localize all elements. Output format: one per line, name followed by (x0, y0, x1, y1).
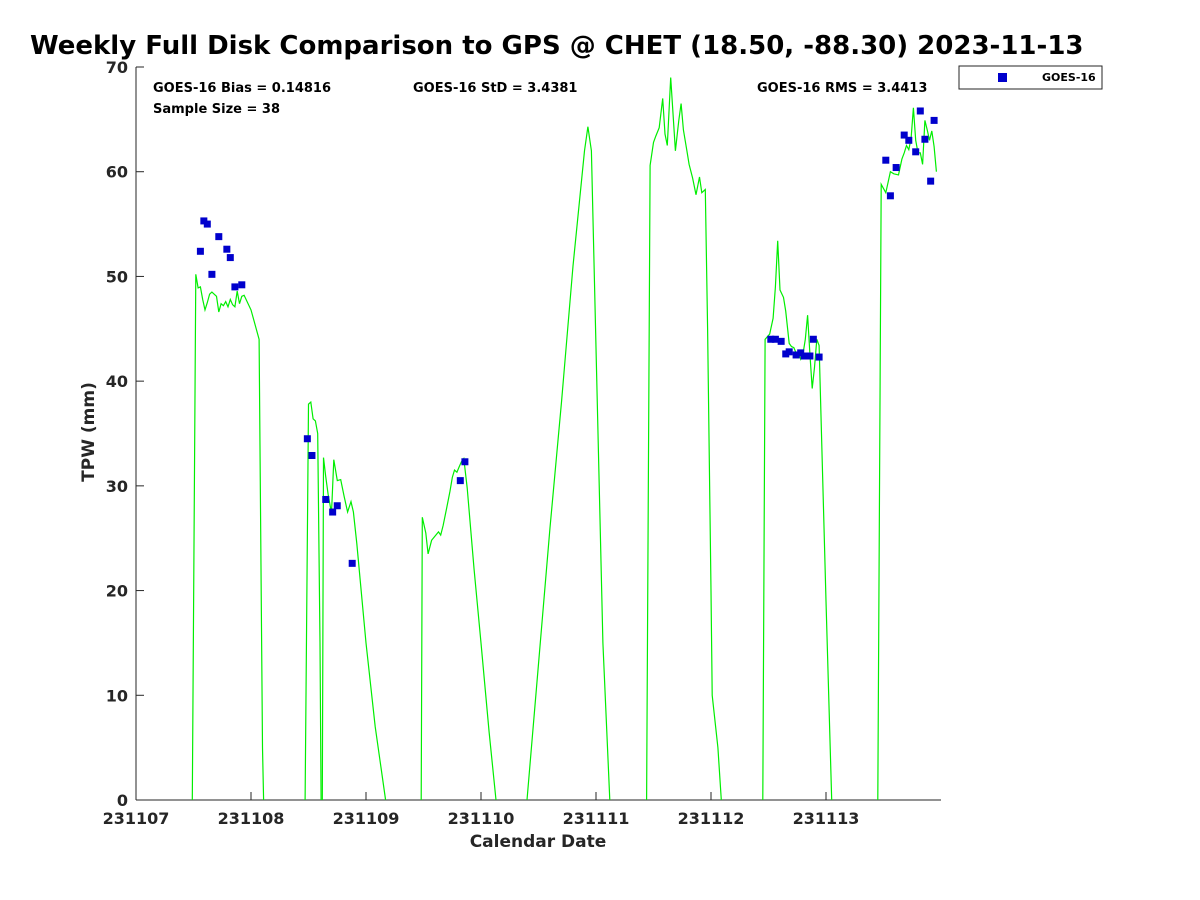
goes-16-point (892, 164, 900, 172)
goes-16-point (203, 220, 211, 228)
goes-16-point (792, 351, 800, 359)
gps-line-segment (526, 126, 611, 801)
plot-axes (135, 67, 941, 801)
goes-16-point (196, 247, 204, 255)
goes-16-point (930, 116, 938, 124)
goes-16-point (771, 335, 779, 343)
x-tick-label: 231108 (218, 809, 285, 828)
y-tick-label: 60 (106, 163, 128, 182)
gps-line-segment (321, 457, 387, 801)
goes-16-point (461, 458, 469, 466)
goes-16-points (196, 107, 938, 567)
gps-line-segment (645, 77, 722, 801)
goes-16-point (223, 245, 231, 253)
goes-16-point (238, 281, 246, 289)
chart-title: Weekly Full Disk Comparison to GPS @ CHE… (30, 31, 1084, 61)
goes-16-point (329, 508, 337, 516)
goes-16-point (226, 254, 234, 262)
x-axis-label: Calendar Date (470, 832, 607, 852)
gps-line-segment (420, 457, 497, 801)
goes-16-point (785, 348, 793, 356)
x-tick-label: 231111 (563, 809, 630, 828)
goes-16-point (322, 495, 330, 503)
goes-16-point (303, 435, 311, 443)
y-axis-ticks: 0 10 20 30 40 50 60 70 (106, 58, 144, 810)
goes-16-point (806, 352, 814, 360)
goes-16-point (916, 107, 924, 115)
goes-16-point (215, 233, 223, 241)
sample-size-annotation: Sample Size = 38 (153, 102, 280, 117)
goes-16-point (208, 270, 216, 278)
goes-16-point (777, 337, 785, 345)
x-tick-label: 231113 (793, 809, 860, 828)
std-annotation: GOES-16 StD = 3.4381 (413, 81, 577, 96)
goes-16-point (905, 136, 913, 144)
gps-line-segment (304, 400, 322, 801)
goes-16-point (308, 451, 316, 459)
gps-line-segment (191, 274, 265, 801)
gps-tpw-line (191, 77, 937, 801)
goes-16-point (815, 353, 823, 361)
x-axis-ticks: 231107 231108 231109 231110 231111 231112 2311… (103, 792, 860, 828)
gps-line-segment (762, 240, 833, 801)
goes-16-point (456, 477, 464, 485)
goes-16-point (348, 559, 356, 567)
gps-line-segment (877, 107, 937, 801)
goes-16-point (333, 502, 341, 510)
goes-16-point (800, 352, 808, 360)
x-tick-label: 231109 (333, 809, 400, 828)
y-tick-label: 40 (106, 372, 128, 391)
goes-16-point (886, 192, 894, 200)
goes-16-point (809, 335, 817, 343)
y-tick-label: 50 (106, 267, 128, 286)
legend: GOES-16 (958, 65, 1103, 90)
goes-16-point (912, 148, 920, 156)
y-tick-label: 20 (106, 582, 128, 601)
x-tick-label: 231112 (678, 809, 745, 828)
bias-annotation: GOES-16 Bias = 0.14816 (153, 81, 331, 96)
rms-annotation: GOES-16 RMS = 3.4413 (757, 81, 927, 96)
goes-16-point (231, 283, 239, 291)
y-tick-label: 70 (106, 58, 128, 77)
goes-16-point (767, 335, 775, 343)
x-tick-label: 231107 (103, 809, 170, 828)
goes-16-point (921, 135, 929, 143)
legend-label-goes-16: GOES-16 (1042, 71, 1096, 84)
y-axis-label: TPW (mm) (79, 382, 99, 482)
goes-16-point (882, 156, 890, 164)
y-tick-label: 30 (106, 477, 128, 496)
goes-16-point (900, 131, 908, 139)
goes-16-point (927, 177, 935, 185)
y-tick-label: 0 (117, 791, 128, 810)
legend-box (958, 65, 1103, 90)
legend-marker-goes-16 (998, 73, 1007, 82)
y-tick-label: 10 (106, 686, 128, 705)
x-tick-label: 231110 (448, 809, 515, 828)
